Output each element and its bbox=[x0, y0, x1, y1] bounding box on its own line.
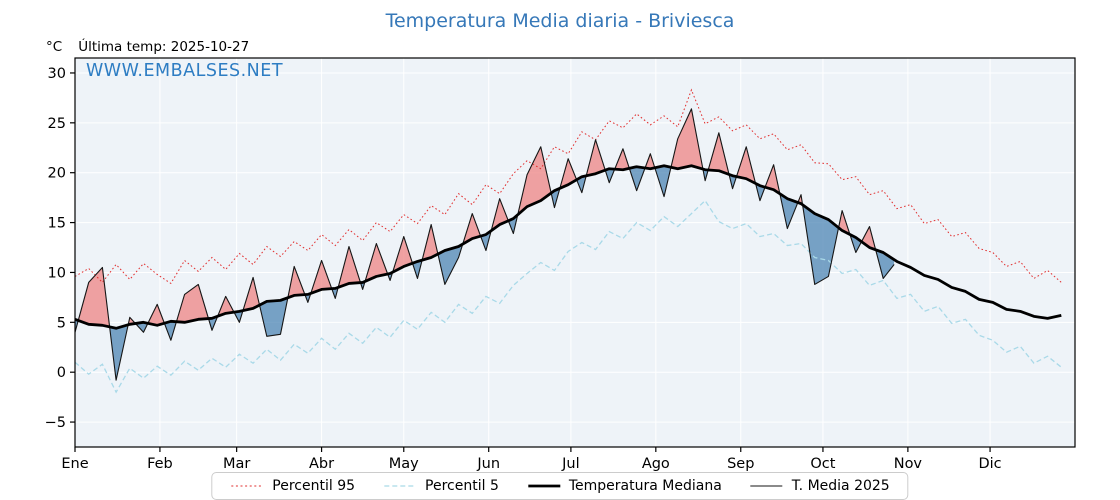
legend-item-t2025: T. Media 2025 bbox=[750, 478, 890, 494]
percentil95-line bbox=[74, 88, 1062, 285]
t-media-2025-line bbox=[74, 108, 895, 381]
x-tick-label: Ene bbox=[61, 456, 88, 472]
legend-item-p5: Percentil 5 bbox=[383, 478, 499, 494]
x-tick-label: Nov bbox=[894, 456, 923, 472]
y-axis-unit-label: °C bbox=[46, 39, 63, 55]
axes-box bbox=[74, 57, 1076, 448]
x-tick-label: Sep bbox=[727, 456, 754, 472]
last-temp-label: Última temp: 2025-10-27 bbox=[78, 39, 250, 55]
legend-line-sample-p5 bbox=[384, 485, 417, 487]
y-tick-label: 20 bbox=[48, 166, 66, 182]
fill-below-median bbox=[75, 165, 895, 381]
y-tick-label: −5 bbox=[45, 415, 66, 431]
chart-title: Temperatura Media diaria - Briviesca bbox=[385, 10, 735, 32]
temperature-chart: 30 25 20 15 10 5 0 −5 Ene Feb Mar Abr May Jun Jul Ago Se… bbox=[45, 57, 1076, 472]
legend-item-median: Temperatura Mediana bbox=[527, 478, 722, 494]
plot-background bbox=[75, 58, 1075, 447]
y-tick-label: 15 bbox=[48, 216, 66, 232]
x-tick-label: Feb bbox=[147, 456, 173, 472]
legend-line-sample-median bbox=[527, 484, 560, 488]
legend: Percentil 95 Percentil 5 Temperatura Media… bbox=[211, 472, 909, 500]
legend-label-p95: Percentil 95 bbox=[272, 478, 356, 494]
x-tick-label: Oct bbox=[810, 456, 835, 472]
header-line: °C Última temp: 2025-10-27 bbox=[46, 39, 249, 55]
legend-item-p95: Percentil 95 bbox=[230, 478, 355, 494]
percentil5-line bbox=[74, 199, 1062, 394]
mediana-line bbox=[74, 164, 1062, 330]
y-tick-label: 0 bbox=[57, 365, 66, 381]
x-tick-label: Mar bbox=[223, 456, 250, 472]
x-tick-label: Ago bbox=[642, 456, 670, 472]
legend-line-sample-t2025 bbox=[750, 485, 783, 487]
x-tick-label: Abr bbox=[309, 456, 334, 472]
x-tick-label: Jul bbox=[561, 456, 580, 472]
legend-label-p5: Percentil 5 bbox=[425, 478, 499, 494]
legend-line-sample-p95 bbox=[231, 485, 264, 487]
y-tick-label: 25 bbox=[48, 116, 66, 132]
watermark: WWW.EMBALSES.NET bbox=[86, 61, 284, 81]
y-tick-label: 5 bbox=[57, 315, 66, 331]
x-tick-label: Jun bbox=[476, 456, 500, 472]
x-tick-label: May bbox=[389, 456, 419, 472]
legend-label-median: Temperatura Mediana bbox=[568, 478, 722, 494]
y-tick-label: 30 bbox=[48, 66, 66, 82]
legend-label-t2025: T. Media 2025 bbox=[791, 478, 890, 494]
y-tick-label: 10 bbox=[48, 265, 66, 281]
x-tick-label: Dic bbox=[978, 456, 1001, 472]
